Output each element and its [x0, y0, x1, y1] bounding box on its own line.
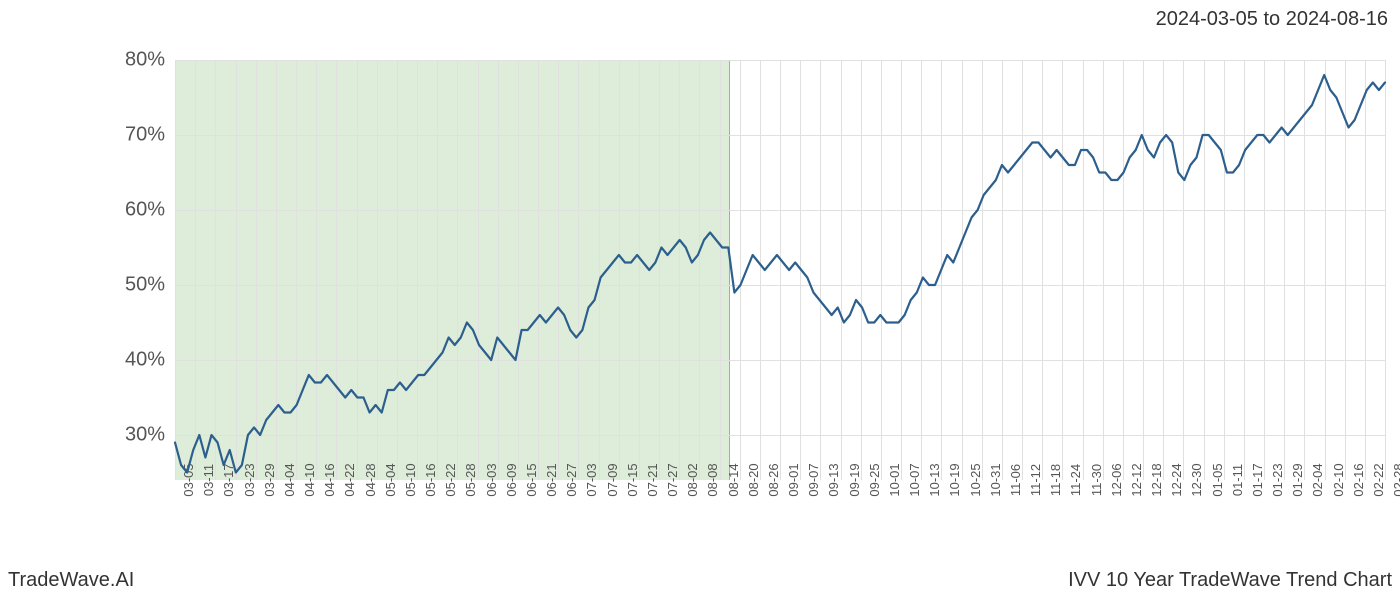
- ytick-label: 70%: [125, 124, 175, 147]
- xtick-label: 02-28: [1385, 463, 1400, 496]
- chart-title: IVV 10 Year TradeWave Trend Chart: [1068, 569, 1392, 592]
- ytick-label: 60%: [125, 199, 175, 222]
- ytick-label: 80%: [125, 49, 175, 72]
- ytick-label: 40%: [125, 349, 175, 372]
- brand-label: TradeWave.AI: [8, 569, 134, 592]
- chart-container: 2024-03-05 to 2024-08-16 TradeWave.AI IV…: [0, 0, 1400, 600]
- line-series: [175, 60, 1385, 480]
- date-range-label: 2024-03-05 to 2024-08-16: [1156, 8, 1388, 31]
- gridline-vertical: [1385, 60, 1386, 480]
- ytick-label: 30%: [125, 424, 175, 447]
- plot-area: 03-0503-1103-1703-2303-2904-0404-1004-16…: [175, 60, 1385, 480]
- ytick-label: 50%: [125, 274, 175, 297]
